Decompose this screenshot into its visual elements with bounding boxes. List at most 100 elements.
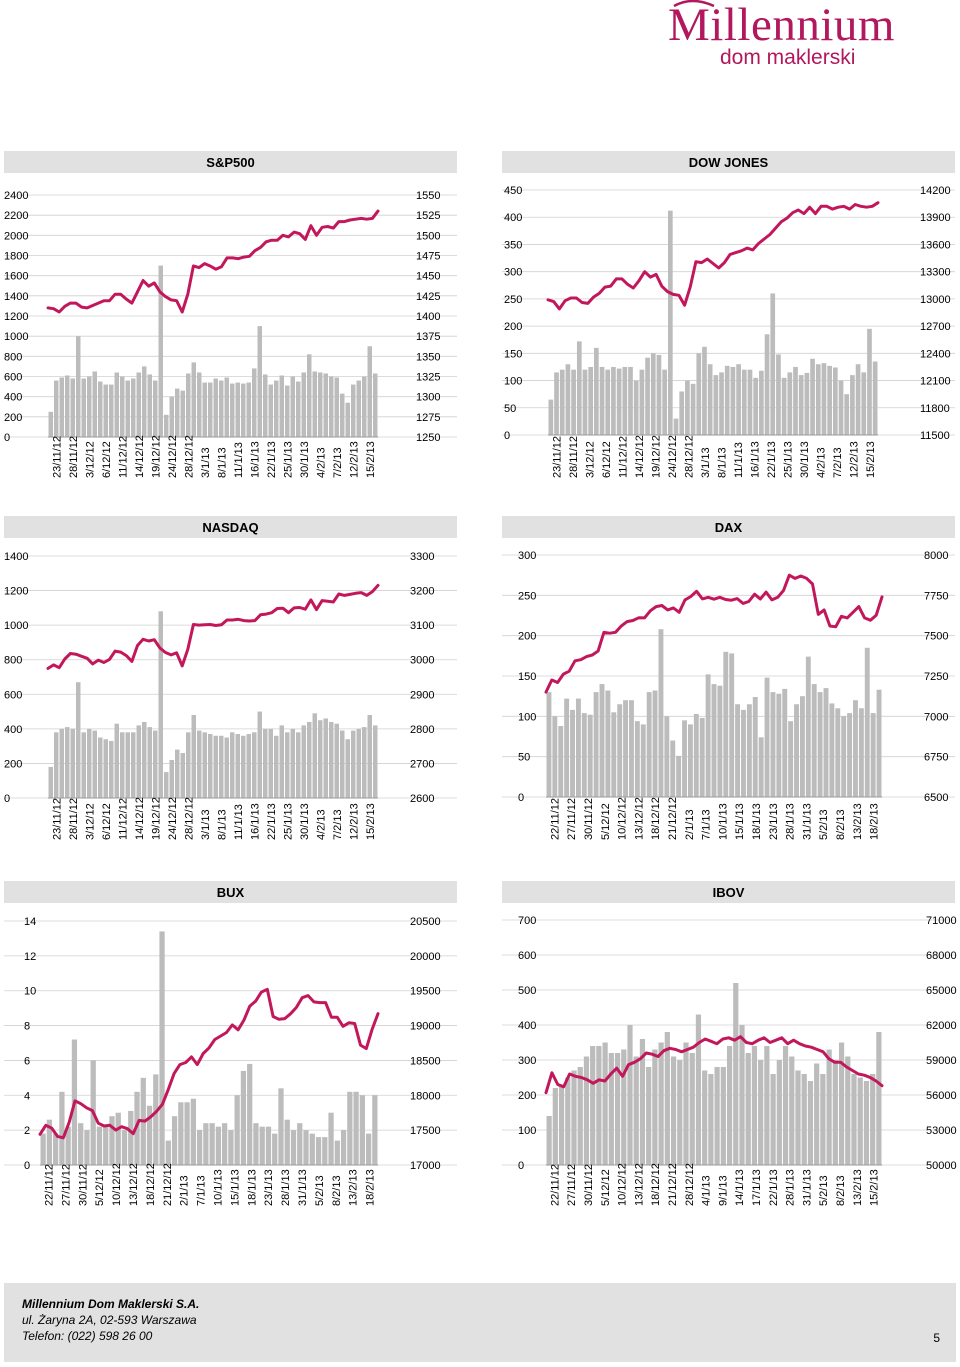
volume-bar xyxy=(312,713,317,798)
volume-bar xyxy=(257,711,262,798)
right-tick-label: 56000 xyxy=(926,1090,957,1102)
volume-bar xyxy=(855,364,861,435)
volume-bar xyxy=(213,735,218,798)
x-tick-label: 15/2/13 xyxy=(365,803,377,840)
right-tick-label: 3000 xyxy=(410,655,434,667)
volume-bar xyxy=(629,700,634,797)
volume-bar xyxy=(70,728,75,798)
volume-bar xyxy=(142,721,147,798)
volume-bar xyxy=(213,378,218,437)
x-tick-label: 15/1/13 xyxy=(734,803,746,840)
volume-bar xyxy=(365,1133,372,1165)
volume-bar xyxy=(588,366,594,435)
x-tick-label: 18/1/13 xyxy=(751,803,763,840)
x-tick-label: 28/12/12 xyxy=(183,797,195,840)
volume-bar xyxy=(178,1102,184,1165)
volume-bar xyxy=(197,730,202,798)
volume-bar xyxy=(70,378,75,437)
volume-bar xyxy=(356,380,361,437)
x-tick-label: 13/12/12 xyxy=(633,797,645,840)
x-tick-label: 28/1/13 xyxy=(785,803,797,840)
right-tick-label: 50000 xyxy=(926,1160,957,1172)
x-tick-label: 10/12/12 xyxy=(617,1163,629,1206)
volume-bar xyxy=(552,716,558,797)
volume-bar xyxy=(708,1074,714,1165)
x-tick-label: 16/1/13 xyxy=(749,441,761,478)
volume-bar xyxy=(826,1049,832,1165)
footer: Millennium Dom Maklerski S.A. ul. Żaryna… xyxy=(4,1283,956,1362)
right-tick-label: 1550 xyxy=(416,190,440,202)
volume-bar xyxy=(764,334,770,435)
volume-bar xyxy=(322,1137,328,1165)
right-tick-label: 19500 xyxy=(410,986,441,998)
x-tick-label: 22/11/12 xyxy=(549,1164,561,1206)
volume-bar xyxy=(863,1081,870,1165)
x-tick-label: 4/1/13 xyxy=(701,1175,713,1206)
x-tick-label: 13/12/12 xyxy=(128,1163,140,1206)
volume-bar xyxy=(726,1046,733,1165)
volume-bar xyxy=(611,366,616,435)
volume-bar xyxy=(670,740,676,797)
left-tick-label: 0 xyxy=(4,432,10,444)
x-tick-label: 30/11/12 xyxy=(583,1164,595,1206)
x-tick-label: 7/2/13 xyxy=(832,447,844,478)
volume-bar xyxy=(235,734,240,798)
chart-header-dax xyxy=(502,516,955,538)
volume-bar xyxy=(682,720,687,797)
right-tick-label: 7250 xyxy=(924,671,948,683)
volume-bar xyxy=(186,373,191,437)
volume-bar xyxy=(640,724,646,797)
left-tick-label: 300 xyxy=(504,267,522,279)
logo-swoosh-icon xyxy=(673,0,715,8)
volume-bar xyxy=(340,393,345,437)
volume-bar xyxy=(252,368,257,437)
left-tick-label: 300 xyxy=(518,1055,536,1067)
volume-bar xyxy=(59,377,64,437)
right-tick-label: 59000 xyxy=(926,1055,957,1067)
volume-bar xyxy=(593,692,599,797)
volume-bar xyxy=(169,759,174,798)
volume-bar xyxy=(570,709,575,797)
volume-bar xyxy=(334,1140,340,1165)
x-tick-label: 27/11/12 xyxy=(566,1164,578,1206)
x-tick-label: 28/1/13 xyxy=(785,1169,797,1206)
volume-bar xyxy=(356,728,361,798)
left-tick-label: 2 xyxy=(24,1125,30,1137)
volume-bar xyxy=(197,372,202,437)
x-tick-label: 3/1/13 xyxy=(700,447,712,478)
volume-bar xyxy=(54,380,59,437)
volume-bar xyxy=(552,1088,558,1165)
x-tick-label: 13/2/13 xyxy=(852,803,864,840)
x-tick-label: 24/12/12 xyxy=(667,435,679,478)
right-tick-label: 17500 xyxy=(410,1125,441,1137)
x-tick-label: 6/12/12 xyxy=(101,441,113,478)
x-tick-label: 8/2/13 xyxy=(835,809,847,840)
volume-bar xyxy=(571,369,576,435)
volume-bar xyxy=(158,265,163,437)
volume-bar xyxy=(228,1130,234,1165)
volume-bar xyxy=(817,692,823,797)
volume-bar xyxy=(599,684,605,797)
volume-bar xyxy=(345,739,350,798)
volume-bar xyxy=(575,698,581,797)
left-tick-label: 400 xyxy=(518,1020,536,1032)
volume-bar xyxy=(219,735,224,798)
volume-bar xyxy=(362,727,367,798)
volume-bar xyxy=(202,382,207,437)
left-tick-label: 800 xyxy=(4,655,22,667)
volume-bar xyxy=(279,375,284,437)
x-tick-label: 25/1/13 xyxy=(282,441,294,478)
footer-company: Millennium Dom Maklerski S.A. xyxy=(22,1297,200,1311)
volume-bar xyxy=(741,369,747,435)
volume-bar xyxy=(208,734,213,798)
x-tick-label: 10/1/13 xyxy=(717,803,729,840)
volume-bar xyxy=(362,376,367,437)
volume-bar xyxy=(65,1126,71,1165)
volume-bar xyxy=(841,716,847,797)
volume-bar xyxy=(577,1067,583,1165)
right-tick-label: 19000 xyxy=(410,1021,441,1033)
x-tick-label: 2/1/13 xyxy=(684,809,696,840)
left-tick-label: 12 xyxy=(24,951,36,963)
volume-bar xyxy=(695,1014,702,1165)
volume-bar xyxy=(257,326,262,437)
